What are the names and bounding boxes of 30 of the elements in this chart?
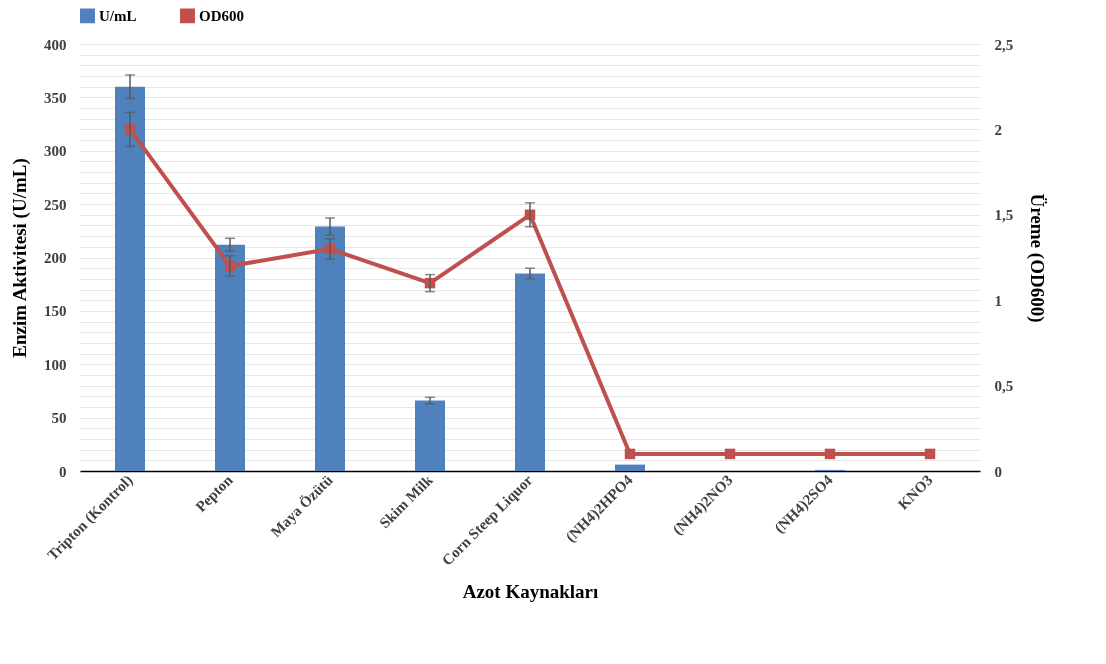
y2-axis-title: Üreme (OD600) [1026,193,1049,323]
y-tick-label: 300 [44,143,67,160]
point [924,448,936,460]
bar [115,86,145,471]
y2-tick-label: 0 [994,463,1002,480]
y2-tick-label: 0,5 [994,378,1014,395]
point [624,448,636,460]
point [724,448,736,460]
y-tick-label: 0 [59,463,67,480]
bar [615,464,645,471]
y-tick-label: 200 [44,250,67,266]
y2-tick-label: 2,5 [994,36,1014,53]
legend-label: U/mL [99,7,137,24]
y2-tick-label: 2 [994,121,1002,138]
y-tick-label: 50 [51,410,67,427]
y-tick-label: 150 [44,303,67,320]
x-axis-title: Azot Kaynakları [462,580,599,602]
y-axis-title: Enzim Aktivitesi (U/mL) [9,158,31,358]
bar [315,226,345,471]
y-tick-label: 250 [44,196,67,213]
point [824,448,836,460]
y-tick-label: 350 [44,89,67,106]
legend-label: OD600 [199,7,244,24]
y-tick-label: 400 [44,36,67,53]
y2-tick-label: 1,5 [994,207,1014,224]
bar [215,244,245,471]
y-tick-label: 100 [44,356,67,373]
bar [515,273,545,471]
bar [415,400,445,471]
y2-tick-label: 1 [994,292,1002,309]
